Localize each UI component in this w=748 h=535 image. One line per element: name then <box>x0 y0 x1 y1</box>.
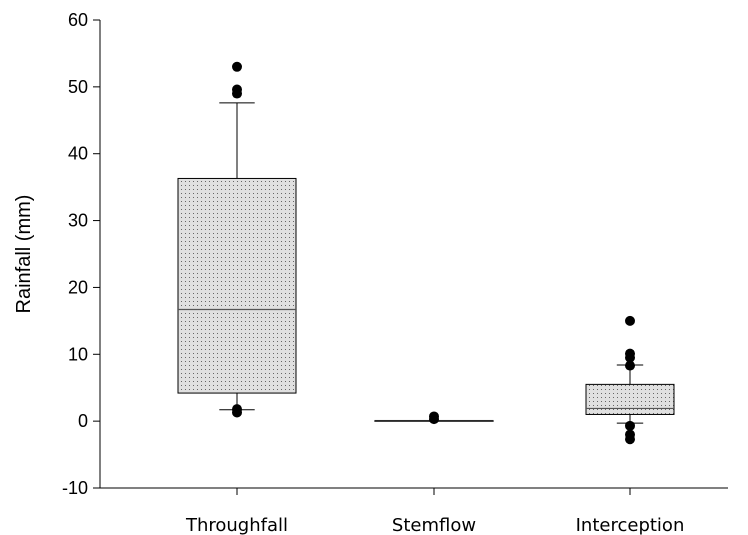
x-category-label: Throughfall <box>185 515 288 535</box>
y-tick-label: 40 <box>68 144 88 164</box>
x-axis-ticks: Throughfall Stemflow Interception <box>185 488 684 535</box>
iqr-box <box>177 177 297 394</box>
box-stemflow <box>374 411 494 425</box>
outlier-point <box>625 360 635 371</box>
boxes-layer <box>177 61 675 445</box>
outlier-point <box>625 315 635 326</box>
y-tick-label: 20 <box>68 277 88 297</box>
y-tick-label: -10 <box>62 478 88 498</box>
x-category-label: Interception <box>576 515 685 535</box>
outlier-point <box>625 429 635 440</box>
outlier-point <box>625 420 635 431</box>
box-interception <box>585 315 675 445</box>
outlier-point <box>232 404 242 415</box>
outlier-point <box>625 348 635 359</box>
y-tick-label: 0 <box>78 411 88 431</box>
y-tick-label: 50 <box>68 77 88 97</box>
x-category-label: Stemflow <box>392 515 476 535</box>
y-axis-ticks: -10 0 10 20 30 40 50 60 <box>62 10 100 498</box>
box-throughfall <box>177 61 297 418</box>
plot-area <box>99 20 728 489</box>
outlier-point <box>232 84 242 95</box>
y-tick-label: 10 <box>68 344 88 364</box>
outlier-point <box>232 61 242 72</box>
outlier-point <box>429 411 439 422</box>
y-axis-title: Rainfall (mm) <box>13 195 35 314</box>
y-tick-label: 60 <box>68 10 88 30</box>
y-tick-label: 30 <box>68 211 88 231</box>
iqr-box <box>585 383 675 415</box>
